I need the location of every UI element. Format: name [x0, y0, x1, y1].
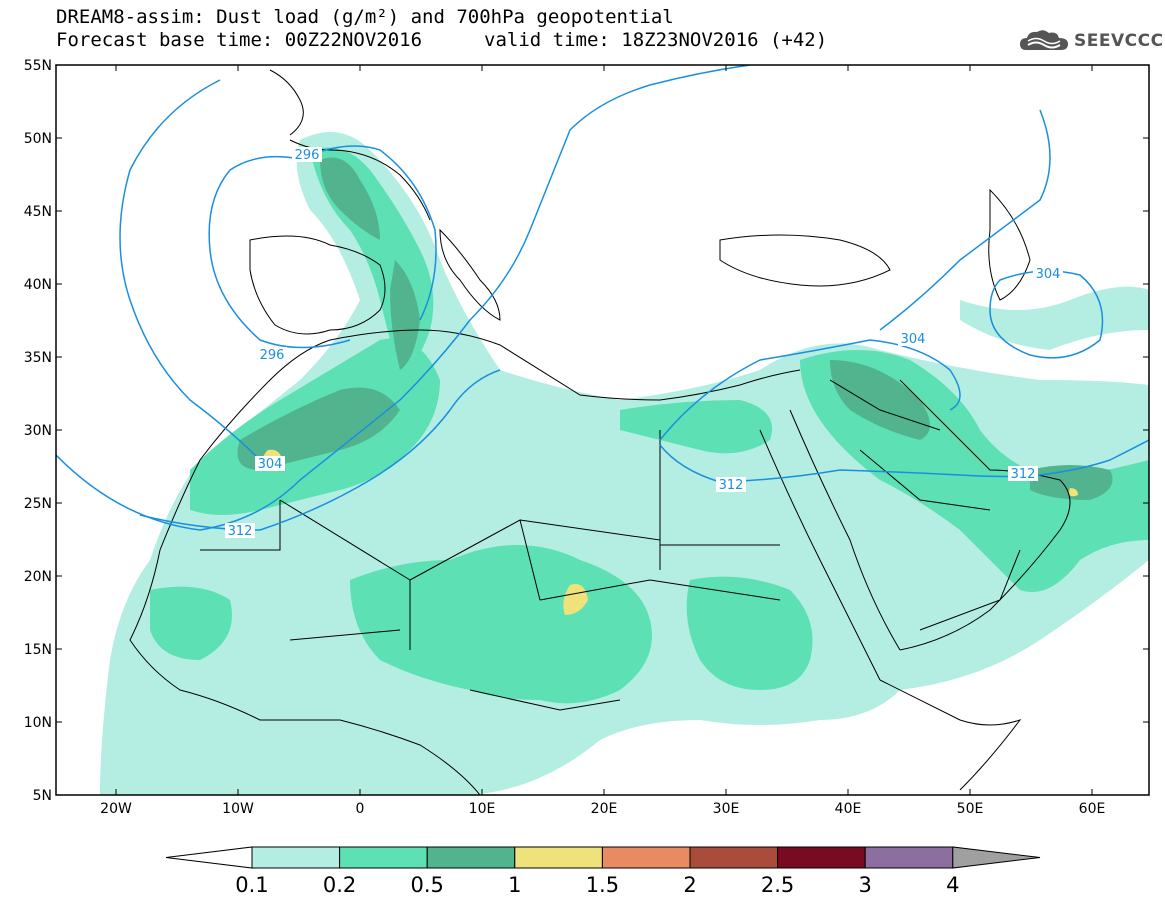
- dust-area-high-nwafrica: [237, 387, 400, 470]
- lon-label: 0: [356, 801, 365, 817]
- lon-label: 40E: [835, 801, 862, 817]
- lon-label: 60E: [1079, 801, 1106, 817]
- lat-label: 55N: [24, 58, 52, 74]
- contour-label-bg: [1008, 466, 1038, 481]
- colorbar-label: 3: [859, 873, 872, 897]
- colorbar-segment: [514, 846, 603, 869]
- lon-label: 30E: [713, 801, 740, 817]
- colorbar-segment: [864, 846, 954, 869]
- contour-label: 296: [295, 148, 320, 163]
- longitude-ticks: 20W 10W 0 10E 20E 30E 40E 50E 60E: [100, 65, 1105, 817]
- latitude-ticks: 55N 50N 45N 40N 35N 30N 25N 20N 15N 10N 5N: [24, 58, 1149, 804]
- colorbar-label: 0.2: [323, 873, 356, 897]
- lat-label: 25N: [24, 496, 52, 512]
- colorbar-segment: [426, 846, 516, 869]
- dust-area-mid-egypt: [620, 400, 772, 454]
- lat-label: 50N: [24, 131, 52, 147]
- colorbar-label: 0.1: [235, 873, 268, 897]
- lat-label: 45N: [24, 204, 52, 220]
- cloud-logo-icon: [1020, 30, 1068, 50]
- contour-296-west: [119, 79, 351, 461]
- contour-label-bg: [255, 456, 285, 471]
- dust-area-high-iberia: [390, 260, 420, 370]
- forecast-base-time: Forecast base time: 00Z22NOV2016: [56, 29, 423, 51]
- coast-iberia: [249, 235, 386, 335]
- lat-label: 30N: [24, 423, 52, 439]
- contour-label-bg: [292, 147, 322, 162]
- contour-label-bg: [716, 477, 746, 492]
- lat-label: 10N: [24, 715, 52, 731]
- coast-horn: [879, 679, 1022, 791]
- lon-label: 10E: [469, 801, 496, 817]
- contour-label: 312: [719, 478, 744, 493]
- colorbar-label: 1: [508, 873, 521, 897]
- contour-304-caspian: [989, 270, 1104, 359]
- colorbar-label: 4: [946, 873, 959, 897]
- colorbar-segment: [251, 846, 341, 869]
- colorbar-label: 1.5: [586, 873, 619, 897]
- colorbar-label: 2.5: [761, 873, 794, 897]
- coast-red-sea: [759, 409, 901, 681]
- contour-label: 312: [228, 524, 253, 539]
- coast-arabia: [899, 379, 1071, 651]
- dust-area-peak-chad: [563, 584, 588, 615]
- dust-area-high-arabia: [830, 360, 930, 440]
- colorbar-segment: [339, 846, 428, 869]
- contour-296-east: [309, 145, 437, 321]
- contour-label: 304: [258, 457, 283, 472]
- lat-label: 5N: [33, 788, 52, 804]
- contour-label: 312: [1011, 467, 1036, 482]
- colorbar-segment: [601, 846, 691, 869]
- colorbar-segment: [777, 846, 866, 869]
- coast-black-sea: [719, 234, 891, 287]
- dust-area-mid-sudan: [686, 576, 813, 690]
- lon-label: 50E: [957, 801, 984, 817]
- contour-label: 296: [260, 348, 285, 363]
- lat-label: 40N: [24, 277, 52, 293]
- lat-label: 15N: [24, 642, 52, 658]
- dust-area-high-europe: [320, 157, 380, 240]
- contour-304-mideast: [659, 109, 1051, 441]
- coastlines-borders: [129, 69, 1071, 795]
- border-sahara-2: [200, 500, 781, 711]
- seevccc-logo: SEEVCCC: [1018, 28, 1164, 54]
- dust-area-mid-west: [150, 586, 232, 660]
- lon-label: 20W: [100, 801, 132, 817]
- lat-label: 35N: [24, 350, 52, 366]
- logo-text: SEEVCCC: [1074, 31, 1164, 51]
- contour-label-bg: [898, 331, 928, 346]
- contour-label-bg: [257, 347, 287, 362]
- lat-label: 20N: [24, 569, 52, 585]
- lon-label: 10W: [222, 801, 254, 817]
- valid-time: valid time: 18Z23NOV2016 (+42): [484, 29, 828, 51]
- contour-label-bg: [1033, 266, 1063, 281]
- dust-area-low-2: [960, 286, 1149, 350]
- colorbar-segment: [952, 846, 1041, 869]
- contour-label: 304: [901, 332, 926, 347]
- colorbar-segment: [689, 846, 779, 869]
- colorbar-segment: [165, 846, 253, 869]
- colorbar-label: 0.5: [410, 873, 443, 897]
- contour-label-bg: [225, 523, 255, 538]
- contour-304-atlantic: [56, 65, 751, 531]
- colorbar: 0.1 0.2 0.5 1 1.5 2 2.5 3 4: [165, 846, 1041, 897]
- coast-west-africa: [129, 459, 481, 795]
- contour-label: 304: [1036, 267, 1061, 282]
- colorbar-label: 2: [683, 873, 696, 897]
- coast-caspian: [988, 188, 1031, 301]
- contour-labels: 296 296 304 304 304 312 312 312: [225, 147, 1063, 539]
- border-sahara-1: [279, 430, 780, 650]
- coast-italy: [439, 228, 501, 321]
- coast-north-africa: [199, 329, 801, 461]
- lon-label: 20E: [591, 801, 618, 817]
- dust-area-peak-oman: [1068, 488, 1078, 497]
- map-title: DREAM8-assim: Dust load (g/m²) and 700hP…: [56, 6, 674, 28]
- dust-load-field: [100, 132, 1149, 795]
- border-middle-east: [829, 379, 1021, 631]
